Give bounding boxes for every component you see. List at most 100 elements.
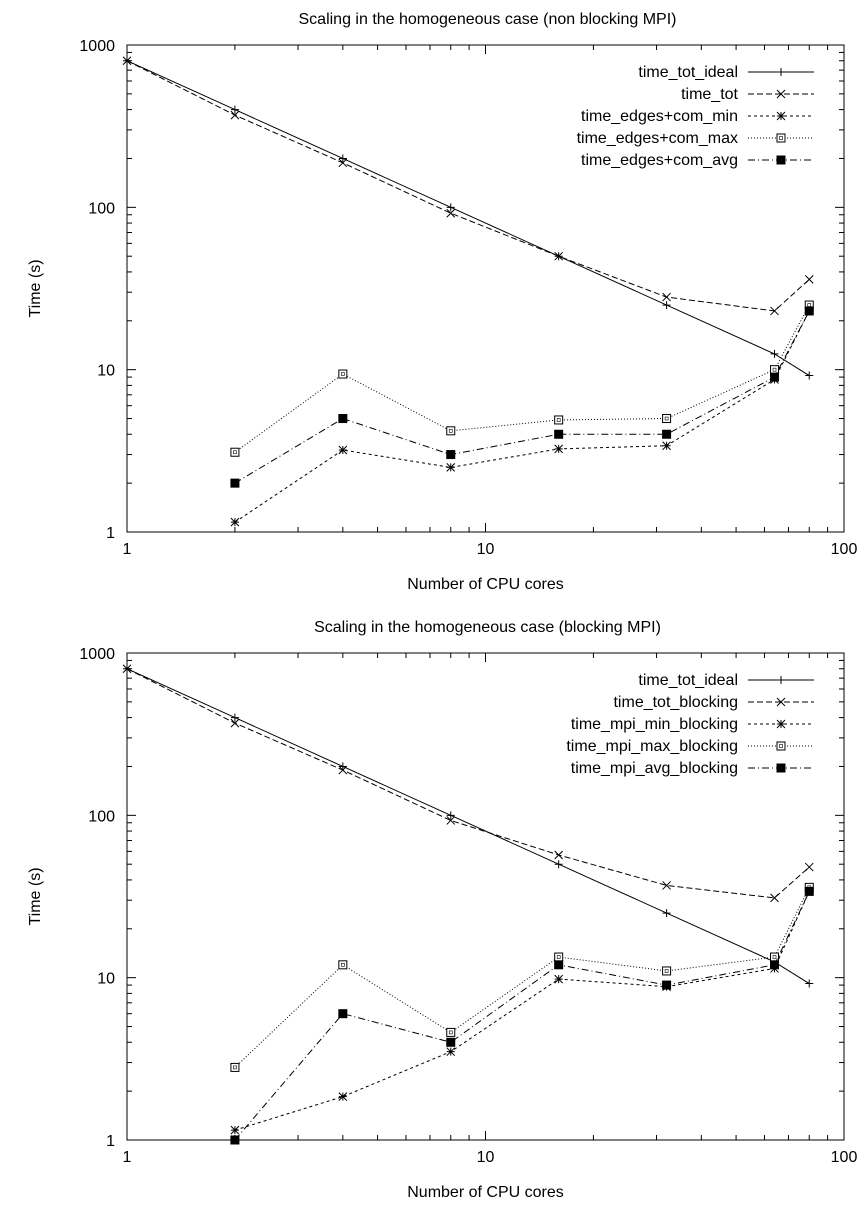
data-point-filled-square	[230, 1135, 240, 1145]
data-point-open-square	[230, 1062, 240, 1072]
data-point-cross	[446, 208, 456, 218]
marker-square-outline	[230, 447, 240, 457]
data-point-plus	[446, 203, 455, 212]
series-line-time_tot_ideal	[126, 668, 810, 984]
data-point-filled-square	[446, 1037, 456, 1047]
marker-square-inner	[233, 450, 237, 455]
data-point-open-square	[338, 960, 348, 970]
data-point-plus	[662, 301, 671, 310]
marker-square-outline	[554, 415, 564, 425]
data-point-open-square	[662, 414, 672, 424]
series-time_mpi_avg_blocking	[230, 886, 814, 1145]
data-point-star	[446, 1047, 456, 1057]
data-point-cross	[770, 893, 779, 903]
marker-square-inner	[341, 963, 345, 967]
x-axis-label: Number of CPU cores	[407, 1184, 564, 1201]
series-time_edges+com_max	[230, 300, 814, 457]
data-point-cross	[662, 292, 671, 302]
marker-square-inner	[556, 418, 561, 422]
data-point-cross	[662, 881, 671, 890]
data-point-cross	[122, 664, 132, 674]
legend-marker	[776, 741, 786, 751]
data-point-cross	[804, 275, 814, 284]
marker-square-inner	[779, 136, 783, 140]
legend-marker	[776, 89, 786, 99]
legend-marker	[776, 763, 786, 773]
series-time_tot	[122, 56, 814, 316]
data-point-plus	[338, 762, 347, 771]
data-point-open-square	[446, 426, 456, 436]
series-line-time_mpi_min_blocking	[234, 891, 810, 1131]
legend-label: time_mpi_max_blocking	[566, 738, 738, 755]
data-point-filled-square	[446, 450, 456, 460]
data-point-star	[554, 444, 564, 454]
data-point-filled-square	[230, 478, 240, 488]
data-point-filled-square	[804, 306, 814, 316]
data-point-cross	[804, 862, 814, 872]
y-tick-label: 10	[97, 971, 115, 988]
legend-marker	[776, 155, 786, 165]
data-point-plus	[338, 154, 347, 163]
data-point-open-square	[554, 952, 564, 962]
y-tick-label: 1000	[79, 38, 115, 55]
marker-square-inner	[772, 367, 777, 372]
data-point-star	[554, 974, 564, 984]
series-line-time_tot	[126, 60, 810, 312]
series-time_tot_blocking	[122, 664, 814, 903]
legend-marker	[776, 719, 786, 729]
x-tick-label: 1	[123, 1149, 132, 1166]
data-point-plus	[446, 811, 455, 820]
legend: time_tot_ideal time_tot time_edges+com_min…	[577, 64, 814, 169]
legend-marker	[776, 697, 786, 707]
data-point-plus	[230, 105, 239, 114]
marker-square-outline	[776, 741, 786, 751]
data-point-filled-square	[662, 980, 672, 990]
legend-label: time_tot_ideal	[638, 64, 738, 81]
data-point-cross	[770, 306, 779, 316]
y-axis-label: Time (s)	[27, 867, 44, 925]
chart-title: Scaling in the homogeneous case (non blo…	[299, 11, 677, 28]
data-point-cross	[554, 850, 564, 860]
marker-square-outline	[776, 133, 786, 143]
data-point-filled-square	[770, 960, 780, 970]
data-point-star	[662, 441, 671, 451]
data-point-filled-square	[338, 1009, 348, 1019]
marker-square-inner	[664, 416, 669, 421]
data-point-filled-square	[662, 429, 672, 439]
series-line-time_mpi_max_blocking	[234, 887, 810, 1068]
data-point-filled-square	[554, 960, 564, 970]
data-point-plus	[805, 979, 814, 988]
data-point-plus	[770, 349, 779, 358]
marker-square-outline	[554, 952, 564, 962]
data-point-star	[338, 1092, 348, 1101]
y-tick-label: 1	[106, 525, 115, 542]
chart-non-blocking-mpi: Scaling in the homogeneous case (non blo…	[0, 0, 866, 608]
x-tick-label: 1	[123, 541, 132, 558]
marker-square-inner	[233, 1065, 237, 1070]
y-tick-label: 1	[106, 1133, 115, 1150]
y-tick-label: 1000	[79, 646, 115, 663]
data-point-plus	[805, 371, 814, 380]
data-point-open-square	[338, 369, 348, 379]
series-line-time_edges+com_max	[234, 304, 810, 453]
legend-label: time_edges+com_max	[577, 130, 738, 147]
chart-svg-non-blocking: Scaling in the homogeneous case (non blo…	[27, 11, 858, 593]
legend-label: time_tot	[681, 86, 738, 103]
y-tick-label: 10	[97, 363, 115, 380]
marker-square-inner	[448, 1030, 453, 1035]
series-line-time_edges+com_avg	[234, 310, 810, 484]
chart-blocking-mpi: Scaling in the homogeneous case (blockin…	[0, 608, 866, 1216]
legend-marker	[776, 133, 786, 143]
marker-square-inner	[772, 955, 777, 959]
data-point-star	[338, 445, 348, 455]
data-point-open-square	[446, 1027, 456, 1037]
series-time_tot_ideal	[123, 56, 814, 380]
x-tick-label: 100	[831, 541, 858, 558]
marker-square-inner	[448, 429, 453, 433]
legend: time_tot_ideal time_tot_blocking time_mpi_…	[566, 672, 814, 777]
series-time_edges+com_avg	[230, 306, 814, 488]
legend-label: time_tot_ideal	[638, 672, 738, 689]
marker-square-outline	[338, 960, 348, 970]
marker-square-outline	[230, 1062, 240, 1072]
